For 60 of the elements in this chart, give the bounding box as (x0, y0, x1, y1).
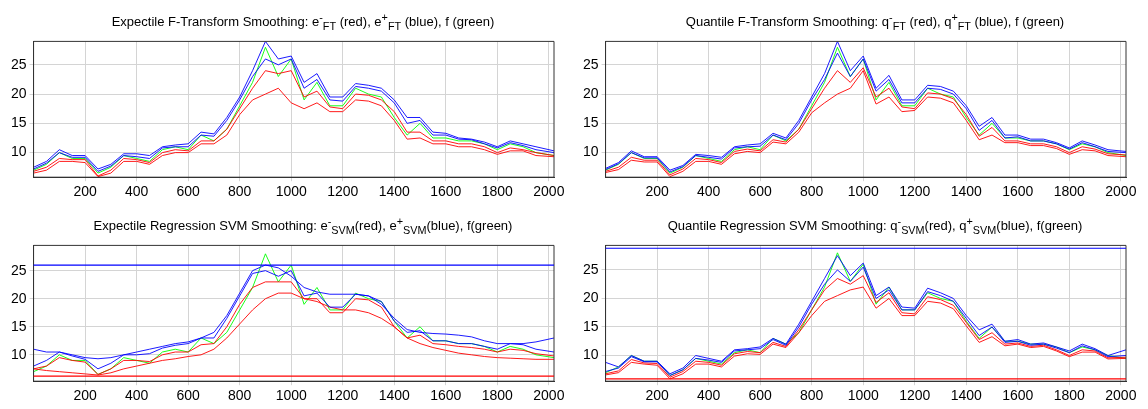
x-tick-label: 400 (696, 183, 721, 200)
x-tick-label: 1600 (430, 387, 462, 404)
x-tick-label: 1600 (430, 183, 462, 200)
x-tick-label: 600 (748, 183, 773, 200)
x-tick-label: 800 (800, 183, 824, 200)
x-tick-label: 2000 (533, 387, 565, 404)
x-tick-label: 1400 (950, 183, 983, 200)
x-tick-label: 200 (645, 387, 669, 404)
y-tick-label: 10 (582, 143, 599, 160)
y-tick-label: 25 (10, 261, 27, 278)
x-tick-label: 800 (800, 387, 824, 404)
x-tick-label: 200 (73, 183, 97, 200)
y-tick-label: 25 (582, 260, 599, 277)
chart-title: Quantile F-Transform Smoothing: q$^{-}$$_{FT}$ (red), q$^{+}$$_{FT}$ (blue), f (green) (684, 10, 1066, 32)
y-tick-label: 15 (582, 114, 599, 131)
x-tick-label: 800 (228, 387, 252, 404)
y-tick-label: 25 (582, 55, 599, 72)
x-tick-label: 200 (645, 183, 669, 200)
x-tick-label: 1200 (899, 387, 931, 404)
chart-title: Expectile F-Transform Smoothing: e$^{-}$$_{FT}$ (red), e$^{+}$$_{FT}$ (blue), f (green) (110, 10, 496, 32)
x-tick-label: 1000 (275, 387, 307, 404)
x-tick-label: 1000 (847, 183, 879, 200)
x-tick-label: 2000 (533, 183, 565, 200)
x-tick-label: 2000 (1105, 183, 1137, 200)
x-tick-label: 1400 (378, 387, 411, 404)
y-tick-label: 10 (10, 345, 27, 362)
y-tick-label: 20 (582, 84, 599, 101)
x-tick-label: 600 (176, 387, 201, 404)
x-tick-label: 200 (73, 387, 97, 404)
y-tick-label: 15 (10, 114, 27, 131)
chart-title: Quantile Regression SVM Smoothing: q$^{-}$$_{SVM}$(red), q$^{+}$$_{SVM}$(blue), f(green) (666, 214, 1084, 236)
x-tick-label: 1200 (327, 387, 359, 404)
y-tick-label: 20 (582, 289, 599, 306)
x-tick-label: 1400 (378, 183, 411, 200)
x-tick-label: 1800 (1053, 387, 1086, 404)
x-tick-label: 1800 (481, 183, 514, 200)
x-tick-label: 1400 (950, 387, 983, 404)
x-tick-label: 400 (124, 183, 149, 200)
x-tick-label: 1000 (275, 183, 307, 200)
x-tick-label: 1600 (1002, 183, 1034, 200)
y-tick-label: 20 (10, 289, 27, 306)
x-tick-label: 1200 (327, 183, 359, 200)
x-tick-label: 800 (228, 183, 252, 200)
x-tick-label: 1800 (1053, 183, 1086, 200)
x-tick-label: 600 (748, 387, 773, 404)
x-tick-label: 400 (696, 387, 721, 404)
y-tick-label: 15 (582, 317, 599, 334)
y-tick-label: 20 (10, 84, 27, 101)
y-tick-label: 25 (10, 55, 27, 72)
x-tick-label: 1000 (847, 387, 879, 404)
x-tick-label: 2000 (1105, 387, 1137, 404)
chart-title: Expectile Regression SVM Smoothing: e$^{-}$$_{SVM}$(red), e$^{+}$$_{SVM}$(blue), f(green) (92, 214, 514, 236)
y-tick-label: 10 (582, 346, 599, 363)
x-tick-label: 1600 (1002, 387, 1034, 404)
x-tick-label: 600 (176, 183, 201, 200)
y-tick-label: 15 (10, 317, 27, 334)
x-tick-label: 1800 (481, 387, 514, 404)
x-tick-label: 400 (124, 387, 149, 404)
y-tick-label: 10 (10, 143, 27, 160)
x-tick-label: 1200 (899, 183, 931, 200)
